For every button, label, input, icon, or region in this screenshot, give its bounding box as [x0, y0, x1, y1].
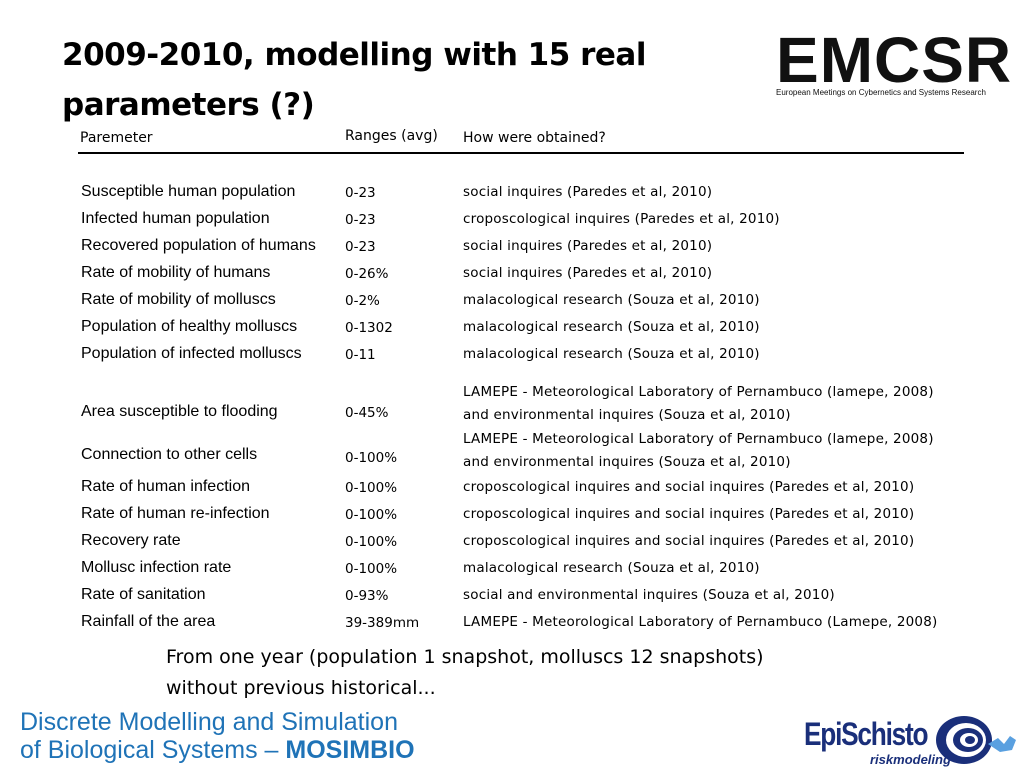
parameter-cell: Mollusc infection rate [81, 559, 232, 576]
header-parameter: Paremeter [80, 130, 153, 146]
parameter-cell: Rate of mobility of humans [81, 264, 271, 281]
emcsr-logo: EMCSR European Meetings on Cybernetics a… [776, 24, 1013, 97]
page-title: 2009-2010, modelling with 15 real parame… [62, 37, 646, 123]
parameter-cell: Population of healthy molluscs [81, 318, 298, 335]
range-cell: 0-100% [345, 507, 398, 523]
parameter-cell: Population of infected molluscs [81, 345, 302, 362]
source-cell: LAMEPE - Meteorological Laboratory of Pe… [463, 381, 934, 427]
source-cell: malacological research (Souza et al, 201… [463, 289, 760, 312]
source-line: croposcological inquires and social inqu… [463, 506, 915, 522]
range-cell: 0-26% [345, 266, 389, 282]
footnote-line-1: From one year (population 1 snapshot, mo… [166, 646, 764, 668]
brand-mosimbio: MOSIMBIO [285, 736, 415, 764]
source-line: malacological research (Souza et al, 201… [463, 560, 760, 576]
source-line: malacological research (Souza et al, 201… [463, 319, 760, 335]
range-cell: 0-23 [345, 185, 376, 201]
source-line: malacological research (Souza et al, 201… [463, 346, 760, 362]
parameter-cell: Rainfall of the area [81, 613, 216, 630]
header-ranges: Ranges (avg) [345, 128, 438, 144]
mosimbio-brand: Discrete Modelling and Simulation of Bio… [20, 708, 415, 764]
range-cell: 0-100% [345, 534, 398, 550]
source-cell: social inquires (Paredes et al, 2010) [463, 181, 712, 204]
source-line: social and environmental inquires (Souza… [463, 587, 835, 603]
source-cell: LAMEPE - Meteorological Laboratory of Pe… [463, 611, 937, 634]
source-line: social inquires (Paredes et al, 2010) [463, 184, 713, 200]
source-cell: croposcological inquires and social inqu… [463, 530, 914, 553]
parameter-cell: Infected human population [81, 210, 270, 227]
brand-line-2: of Biological Systems – MOSIMBIO [20, 736, 415, 764]
parameter-cell: Recovered population of humans [81, 237, 316, 254]
source-cell: malacological research (Souza et al, 201… [463, 557, 760, 580]
source-line: LAMEPE - Meteorological Laboratory of Pe… [463, 614, 938, 630]
parameter-cell: Rate of human re-infection [81, 505, 270, 522]
source-line: LAMEPE - Meteorological Laboratory of Pe… [463, 384, 934, 400]
source-line: and environmental inquires (Souza et al,… [463, 454, 791, 470]
parameter-cell: Recovery rate [81, 532, 181, 549]
range-cell: 0-23 [345, 212, 376, 228]
brand-line-1: Discrete Modelling and Simulation [20, 708, 398, 736]
parameter-cell: Rate of mobility of molluscs [81, 291, 276, 308]
parameter-cell: Susceptible human population [81, 183, 296, 200]
range-cell: 0-100% [345, 561, 398, 577]
source-line: croposcological inquires and social inqu… [463, 533, 915, 549]
source-cell: malacological research (Souza et al, 201… [463, 343, 760, 366]
source-cell: social inquires (Paredes et al, 2010) [463, 262, 712, 285]
emcsr-logo-subtitle: European Meetings on Cybernetics and Sys… [776, 88, 986, 97]
range-cell: 0-23 [345, 239, 376, 255]
source-cell: social inquires (Paredes et al, 2010) [463, 235, 712, 258]
range-cell: 0-11 [345, 347, 376, 363]
epischisto-part1: Epi [804, 716, 842, 752]
table-header: Paremeter Ranges (avg) How were obtained… [78, 128, 964, 154]
brand-line-2-prefix: of Biological Systems – [20, 736, 286, 764]
parameter-cell: Area susceptible to flooding [81, 403, 278, 420]
source-cell: malacological research (Souza et al, 201… [463, 316, 760, 339]
source-cell: croposcological inquires and social inqu… [463, 503, 914, 526]
source-line: social inquires (Paredes et al, 2010) [463, 265, 713, 281]
source-line: social inquires (Paredes et al, 2010) [463, 238, 713, 254]
source-cell: LAMEPE - Meteorological Laboratory of Pe… [463, 428, 934, 474]
parameter-cell: Rate of sanitation [81, 586, 206, 603]
range-cell: 0-45% [345, 405, 389, 421]
range-cell: 0-93% [345, 588, 389, 604]
epischisto-tagline: riskmodeling [870, 752, 951, 767]
footnote-line-2: without previous historical... [166, 677, 436, 699]
parameter-cell: Rate of human infection [81, 478, 250, 495]
parameters-table: Paremeter Ranges (avg) How were obtained… [78, 128, 964, 631]
range-cell: 0-2% [345, 293, 380, 309]
source-cell: croposcological inquires and social inqu… [463, 476, 914, 499]
emcsr-logo-text: EMCSR [776, 24, 1013, 96]
source-line: and environmental inquires (Souza et al,… [463, 407, 791, 423]
source-line: croposcological inquires (Paredes et al,… [463, 211, 780, 227]
range-cell: 0-1302 [345, 320, 393, 336]
epischisto-logo: EpiSchisto riskmodeling [804, 710, 1018, 767]
parameter-cell: Connection to other cells [81, 446, 258, 463]
footnote: From one year (population 1 snapshot, mo… [166, 642, 764, 704]
range-cell: 39-389mm [345, 615, 420, 631]
range-cell: 0-100% [345, 450, 398, 466]
source-line: croposcological inquires and social inqu… [463, 479, 915, 495]
source-line: malacological research (Souza et al, 201… [463, 292, 760, 308]
range-cell: 0-100% [345, 480, 398, 496]
source-line: LAMEPE - Meteorological Laboratory of Pe… [463, 431, 934, 447]
epischisto-wordmark: EpiSchisto [804, 716, 929, 753]
source-cell: croposcological inquires (Paredes et al,… [463, 208, 780, 231]
snail-shell-icon [936, 716, 1016, 764]
epischisto-part2: Schisto [841, 716, 928, 752]
header-source: How were obtained? [463, 130, 606, 146]
source-cell: social and environmental inquires (Souza… [463, 584, 835, 607]
